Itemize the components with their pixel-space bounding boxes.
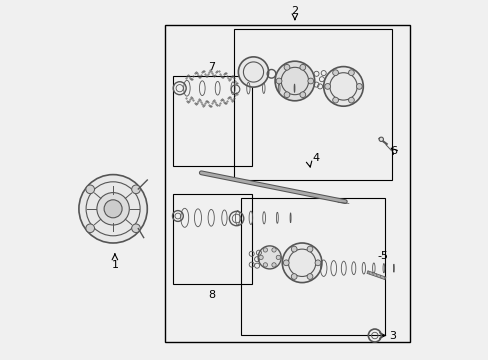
Circle shape	[306, 274, 312, 279]
Circle shape	[131, 185, 140, 194]
Circle shape	[131, 224, 140, 233]
Circle shape	[238, 57, 268, 87]
Circle shape	[299, 64, 305, 70]
Circle shape	[282, 243, 321, 283]
Circle shape	[323, 67, 363, 106]
Circle shape	[258, 255, 263, 260]
Bar	[165, 25, 409, 342]
Circle shape	[356, 84, 362, 89]
Text: 3: 3	[388, 330, 395, 341]
Circle shape	[86, 224, 94, 233]
Circle shape	[348, 70, 354, 76]
Circle shape	[284, 64, 289, 70]
Circle shape	[299, 92, 305, 98]
Text: 4: 4	[312, 153, 320, 163]
Circle shape	[332, 70, 338, 76]
Circle shape	[271, 248, 276, 252]
Text: 8: 8	[208, 290, 215, 300]
Circle shape	[291, 274, 296, 279]
Circle shape	[291, 246, 296, 252]
Circle shape	[324, 84, 330, 89]
Text: 2: 2	[291, 6, 298, 16]
Bar	[241, 198, 384, 335]
Circle shape	[275, 61, 314, 101]
Circle shape	[104, 200, 122, 218]
Circle shape	[307, 78, 313, 84]
Circle shape	[314, 260, 320, 266]
Circle shape	[332, 97, 338, 103]
Bar	[172, 76, 251, 166]
Circle shape	[263, 263, 267, 267]
Circle shape	[258, 246, 281, 269]
Text: 1: 1	[111, 260, 118, 270]
Text: 6: 6	[389, 146, 397, 156]
Bar	[233, 29, 391, 180]
Circle shape	[283, 260, 288, 266]
Bar	[172, 194, 251, 284]
Circle shape	[271, 263, 276, 267]
Circle shape	[86, 185, 94, 194]
Circle shape	[306, 246, 312, 252]
Circle shape	[97, 193, 129, 225]
Text: 7: 7	[208, 62, 215, 72]
Text: -5: -5	[377, 251, 388, 261]
Circle shape	[263, 248, 267, 252]
Circle shape	[378, 137, 383, 141]
Circle shape	[79, 175, 147, 243]
Circle shape	[348, 97, 354, 103]
Circle shape	[276, 78, 282, 84]
Circle shape	[276, 255, 280, 260]
Circle shape	[284, 92, 289, 98]
